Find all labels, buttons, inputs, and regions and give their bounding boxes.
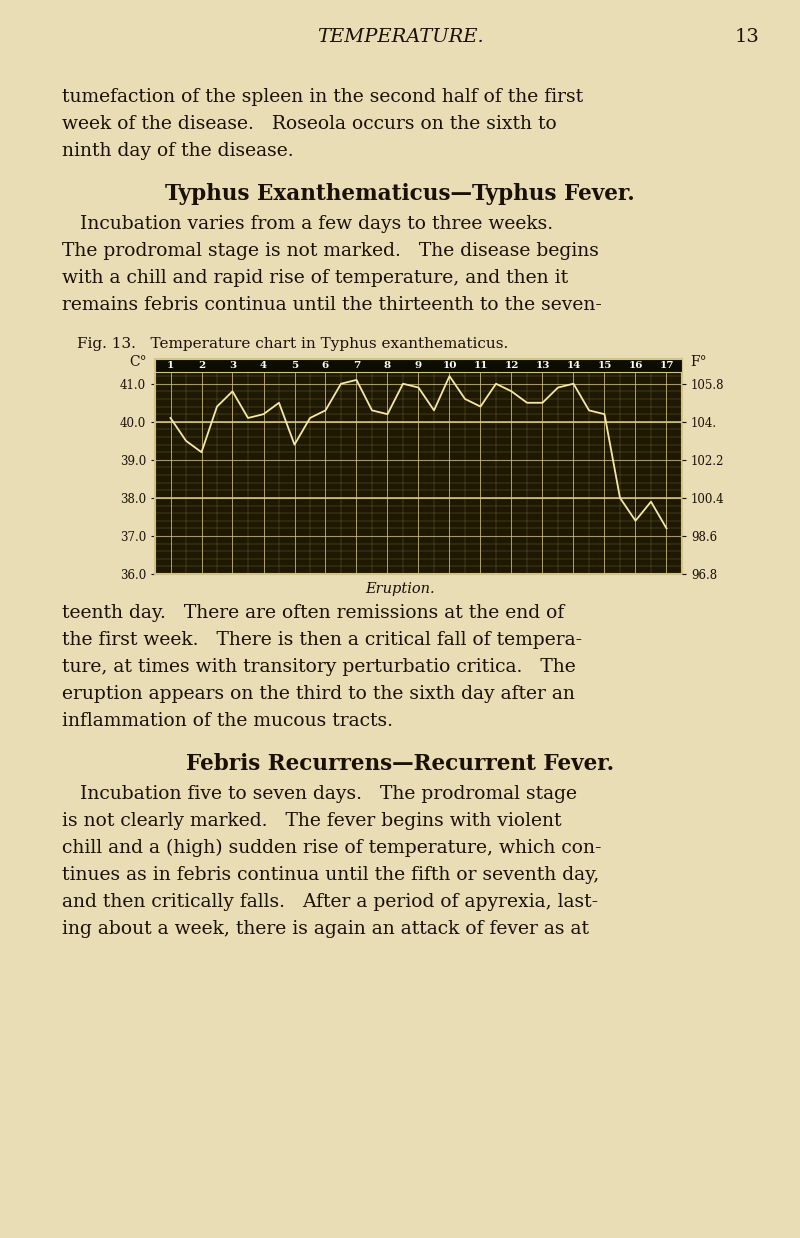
Text: 11: 11 xyxy=(474,361,488,370)
Text: Incubation five to seven days.   The prodromal stage: Incubation five to seven days. The prodr… xyxy=(62,785,577,803)
Text: Typhus Exanthematicus—Typhus Fever.: Typhus Exanthematicus—Typhus Fever. xyxy=(165,183,635,206)
Text: 15: 15 xyxy=(598,361,612,370)
Text: ninth day of the disease.: ninth day of the disease. xyxy=(62,142,294,160)
Text: 6: 6 xyxy=(322,361,329,370)
Text: with a chill and rapid rise of temperature, and then it: with a chill and rapid rise of temperatu… xyxy=(62,269,568,287)
Text: remains febris continua until the thirteenth to the seven-: remains febris continua until the thirte… xyxy=(62,296,602,314)
Text: 1: 1 xyxy=(167,361,174,370)
Text: the first week.   There is then a critical fall of tempera-: the first week. There is then a critical… xyxy=(62,631,582,649)
Text: ture, at times with transitory perturbatio critica.   The: ture, at times with transitory perturbat… xyxy=(62,659,576,676)
Text: is not clearly marked.   The fever begins with violent: is not clearly marked. The fever begins … xyxy=(62,812,562,829)
Text: 9: 9 xyxy=(415,361,422,370)
Text: 14: 14 xyxy=(566,361,581,370)
Text: Eruption.: Eruption. xyxy=(365,582,435,595)
Text: week of the disease.   Roseola occurs on the sixth to: week of the disease. Roseola occurs on t… xyxy=(62,115,557,132)
Text: 10: 10 xyxy=(442,361,457,370)
Text: Fig. 13.   Temperature chart in Typhus exanthematicus.: Fig. 13. Temperature chart in Typhus exa… xyxy=(77,337,508,352)
Text: Incubation varies from a few days to three weeks.: Incubation varies from a few days to thr… xyxy=(62,215,553,233)
Text: 5: 5 xyxy=(291,361,298,370)
Text: 2: 2 xyxy=(198,361,205,370)
Text: 13: 13 xyxy=(735,28,760,46)
Text: 12: 12 xyxy=(504,361,518,370)
Text: 7: 7 xyxy=(353,361,360,370)
Text: eruption appears on the third to the sixth day after an: eruption appears on the third to the six… xyxy=(62,685,575,703)
Bar xyxy=(155,359,682,373)
Text: ing about a week, there is again an attack of fever as at: ing about a week, there is again an atta… xyxy=(62,920,589,938)
Text: tumefaction of the spleen in the second half of the first: tumefaction of the spleen in the second … xyxy=(62,88,583,106)
Text: C°: C° xyxy=(130,355,147,369)
Text: tinues as in febris continua until the fifth or seventh day,: tinues as in febris continua until the f… xyxy=(62,867,599,884)
Text: 3: 3 xyxy=(229,361,236,370)
Text: and then critically falls.   After a period of apyrexia, last-: and then critically falls. After a perio… xyxy=(62,893,598,911)
Text: chill and a (high) sudden rise of temperature, which con-: chill and a (high) sudden rise of temper… xyxy=(62,839,602,857)
Text: 4: 4 xyxy=(260,361,267,370)
Text: Febris Recurrens—Recurrent Fever.: Febris Recurrens—Recurrent Fever. xyxy=(186,753,614,775)
Text: 16: 16 xyxy=(628,361,642,370)
Text: TEMPERATURE.: TEMPERATURE. xyxy=(317,28,483,46)
Text: F°: F° xyxy=(690,355,706,369)
Text: 13: 13 xyxy=(535,361,550,370)
Text: 8: 8 xyxy=(384,361,391,370)
Text: teenth day.   There are often remissions at the end of: teenth day. There are often remissions a… xyxy=(62,604,564,621)
Text: inflammation of the mucous tracts.: inflammation of the mucous tracts. xyxy=(62,712,393,730)
Text: 17: 17 xyxy=(659,361,674,370)
Text: The prodromal stage is not marked.   The disease begins: The prodromal stage is not marked. The d… xyxy=(62,241,599,260)
